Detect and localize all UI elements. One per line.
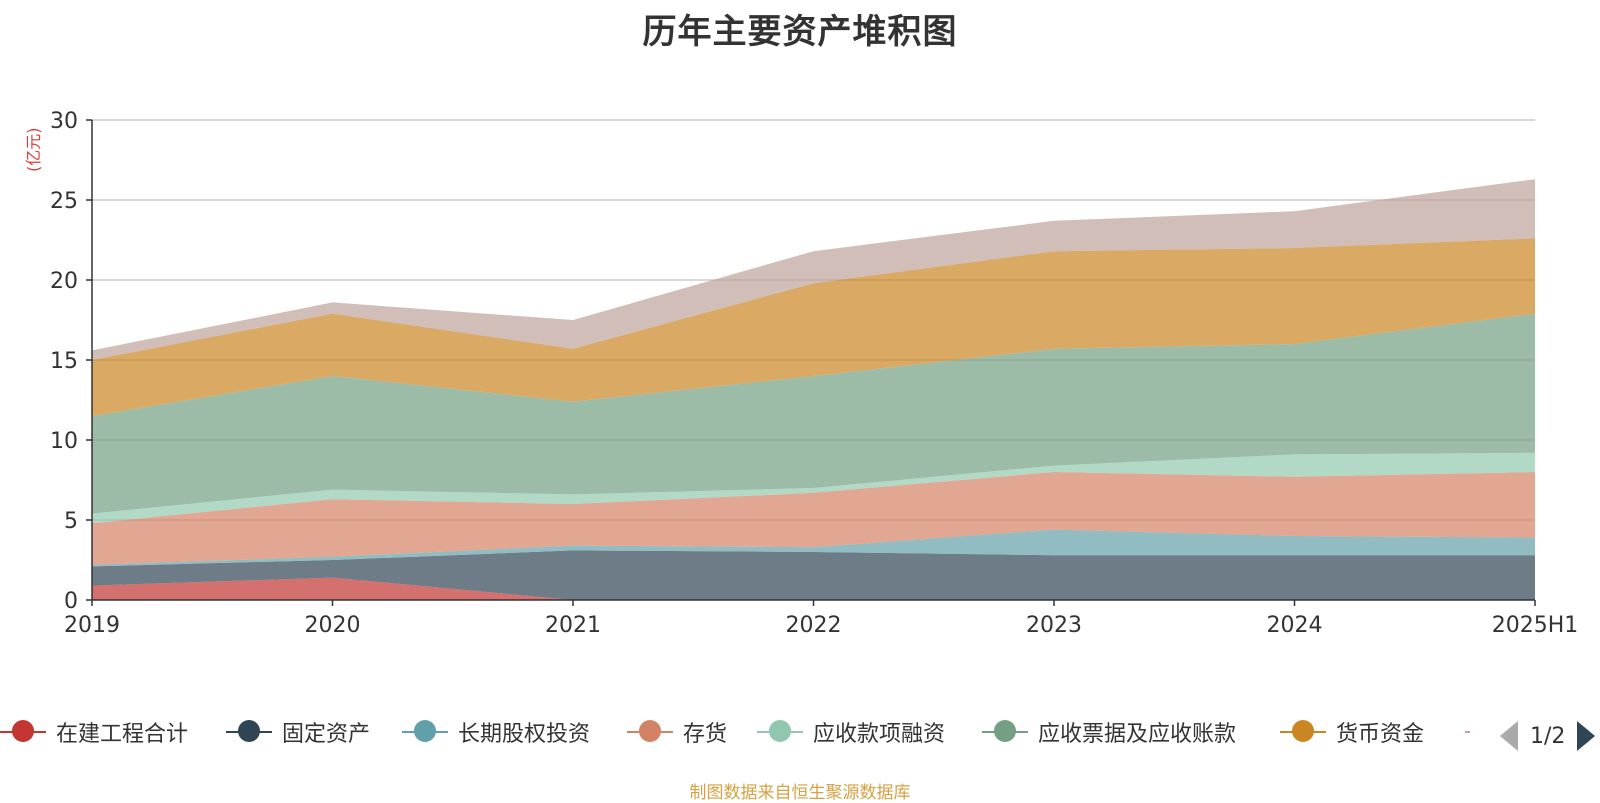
y-tick-label: 0 xyxy=(64,589,78,614)
area-series-7 xyxy=(92,179,1535,360)
area-series-1 xyxy=(92,550,1535,600)
legend-item[interactable]: 应收票据及应收账款 xyxy=(982,712,1236,752)
x-tick-label: 2022 xyxy=(786,613,842,638)
legend-label: 存货 xyxy=(683,722,728,747)
legend[interactable]: 在建工程合计 固定资产 长期股权投资 存货 应收款项融资 应收票据及应收账款 货币资金 xyxy=(0,712,1470,752)
legend-page-indicator: 1/2 xyxy=(1530,723,1566,749)
x-tick-label: 2024 xyxy=(1267,613,1323,638)
x-tick-label: 2020 xyxy=(305,613,361,638)
x-tick-label: 2025H1 xyxy=(1492,613,1579,638)
area-series-2 xyxy=(92,529,1535,567)
legend-item[interactable]: 固定资产 xyxy=(226,712,370,752)
legend-label: 在建工程合计 xyxy=(56,722,189,747)
legend-item[interactable] xyxy=(1465,712,1470,752)
area-series-5 xyxy=(92,313,1535,514)
legend-item[interactable]: 在建工程合计 xyxy=(0,712,188,752)
y-tick-label: 30 xyxy=(50,109,78,134)
y-tick-label: 10 xyxy=(50,429,78,454)
legend-prev-icon[interactable] xyxy=(1500,721,1518,751)
legend-marker-icon xyxy=(757,720,803,744)
legend-item[interactable]: 货币资金 xyxy=(1280,712,1424,752)
area-series-3 xyxy=(92,472,1535,565)
area-series-0 xyxy=(92,577,1535,600)
legend-marker-icon xyxy=(1465,720,1470,744)
x-tick-label: 2023 xyxy=(1026,613,1082,638)
legend-label: 长期股权投资 xyxy=(458,722,591,747)
legend-label: 货币资金 xyxy=(1336,722,1425,747)
legend-marker-icon xyxy=(0,720,46,744)
y-tick-label: 5 xyxy=(64,509,78,534)
legend-marker-icon xyxy=(627,720,673,744)
y-tick-label: 20 xyxy=(50,269,78,294)
x-tick-label: 2021 xyxy=(545,613,601,638)
legend-item[interactable]: 存货 xyxy=(627,712,727,752)
legend-marker-icon xyxy=(982,720,1028,744)
legend-marker-icon xyxy=(226,720,272,744)
x-tick-label: 2019 xyxy=(64,613,120,638)
legend-marker-icon xyxy=(402,720,448,744)
chart-title: 历年主要资产堆积图 xyxy=(642,12,958,52)
stacked-area-chart: 0 5 10 15 20 25 30 2019 2020 2021 2022 2023 2024 2025… xyxy=(50,109,1579,638)
legend-label: 固定资产 xyxy=(282,722,371,747)
legend-label: 应收款项融资 xyxy=(813,722,946,747)
legend-next-icon[interactable] xyxy=(1577,721,1596,751)
area-series-6 xyxy=(92,238,1535,416)
legend-label: 应收票据及应收账款 xyxy=(1038,722,1237,747)
legend-item[interactable]: 应收款项融资 xyxy=(757,712,945,752)
source-note: 制图数据来自恒生聚源数据库 xyxy=(689,783,911,803)
legend-pager: 1/2 xyxy=(1500,718,1600,754)
y-tick-label: 25 xyxy=(50,189,78,214)
legend-item[interactable]: 长期股权投资 xyxy=(402,712,590,752)
y-tick-label: 15 xyxy=(50,349,78,374)
legend-marker-icon xyxy=(1280,720,1326,744)
